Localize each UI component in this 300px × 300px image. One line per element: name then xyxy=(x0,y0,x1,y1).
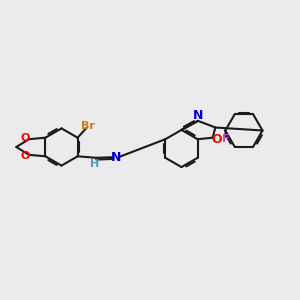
Text: Br: Br xyxy=(81,121,95,131)
Text: O: O xyxy=(21,133,30,143)
Text: O: O xyxy=(21,151,30,161)
Text: O: O xyxy=(211,133,222,146)
Text: H: H xyxy=(90,159,99,170)
Text: N: N xyxy=(193,109,203,122)
Text: N: N xyxy=(111,151,121,164)
Text: F: F xyxy=(222,134,230,144)
